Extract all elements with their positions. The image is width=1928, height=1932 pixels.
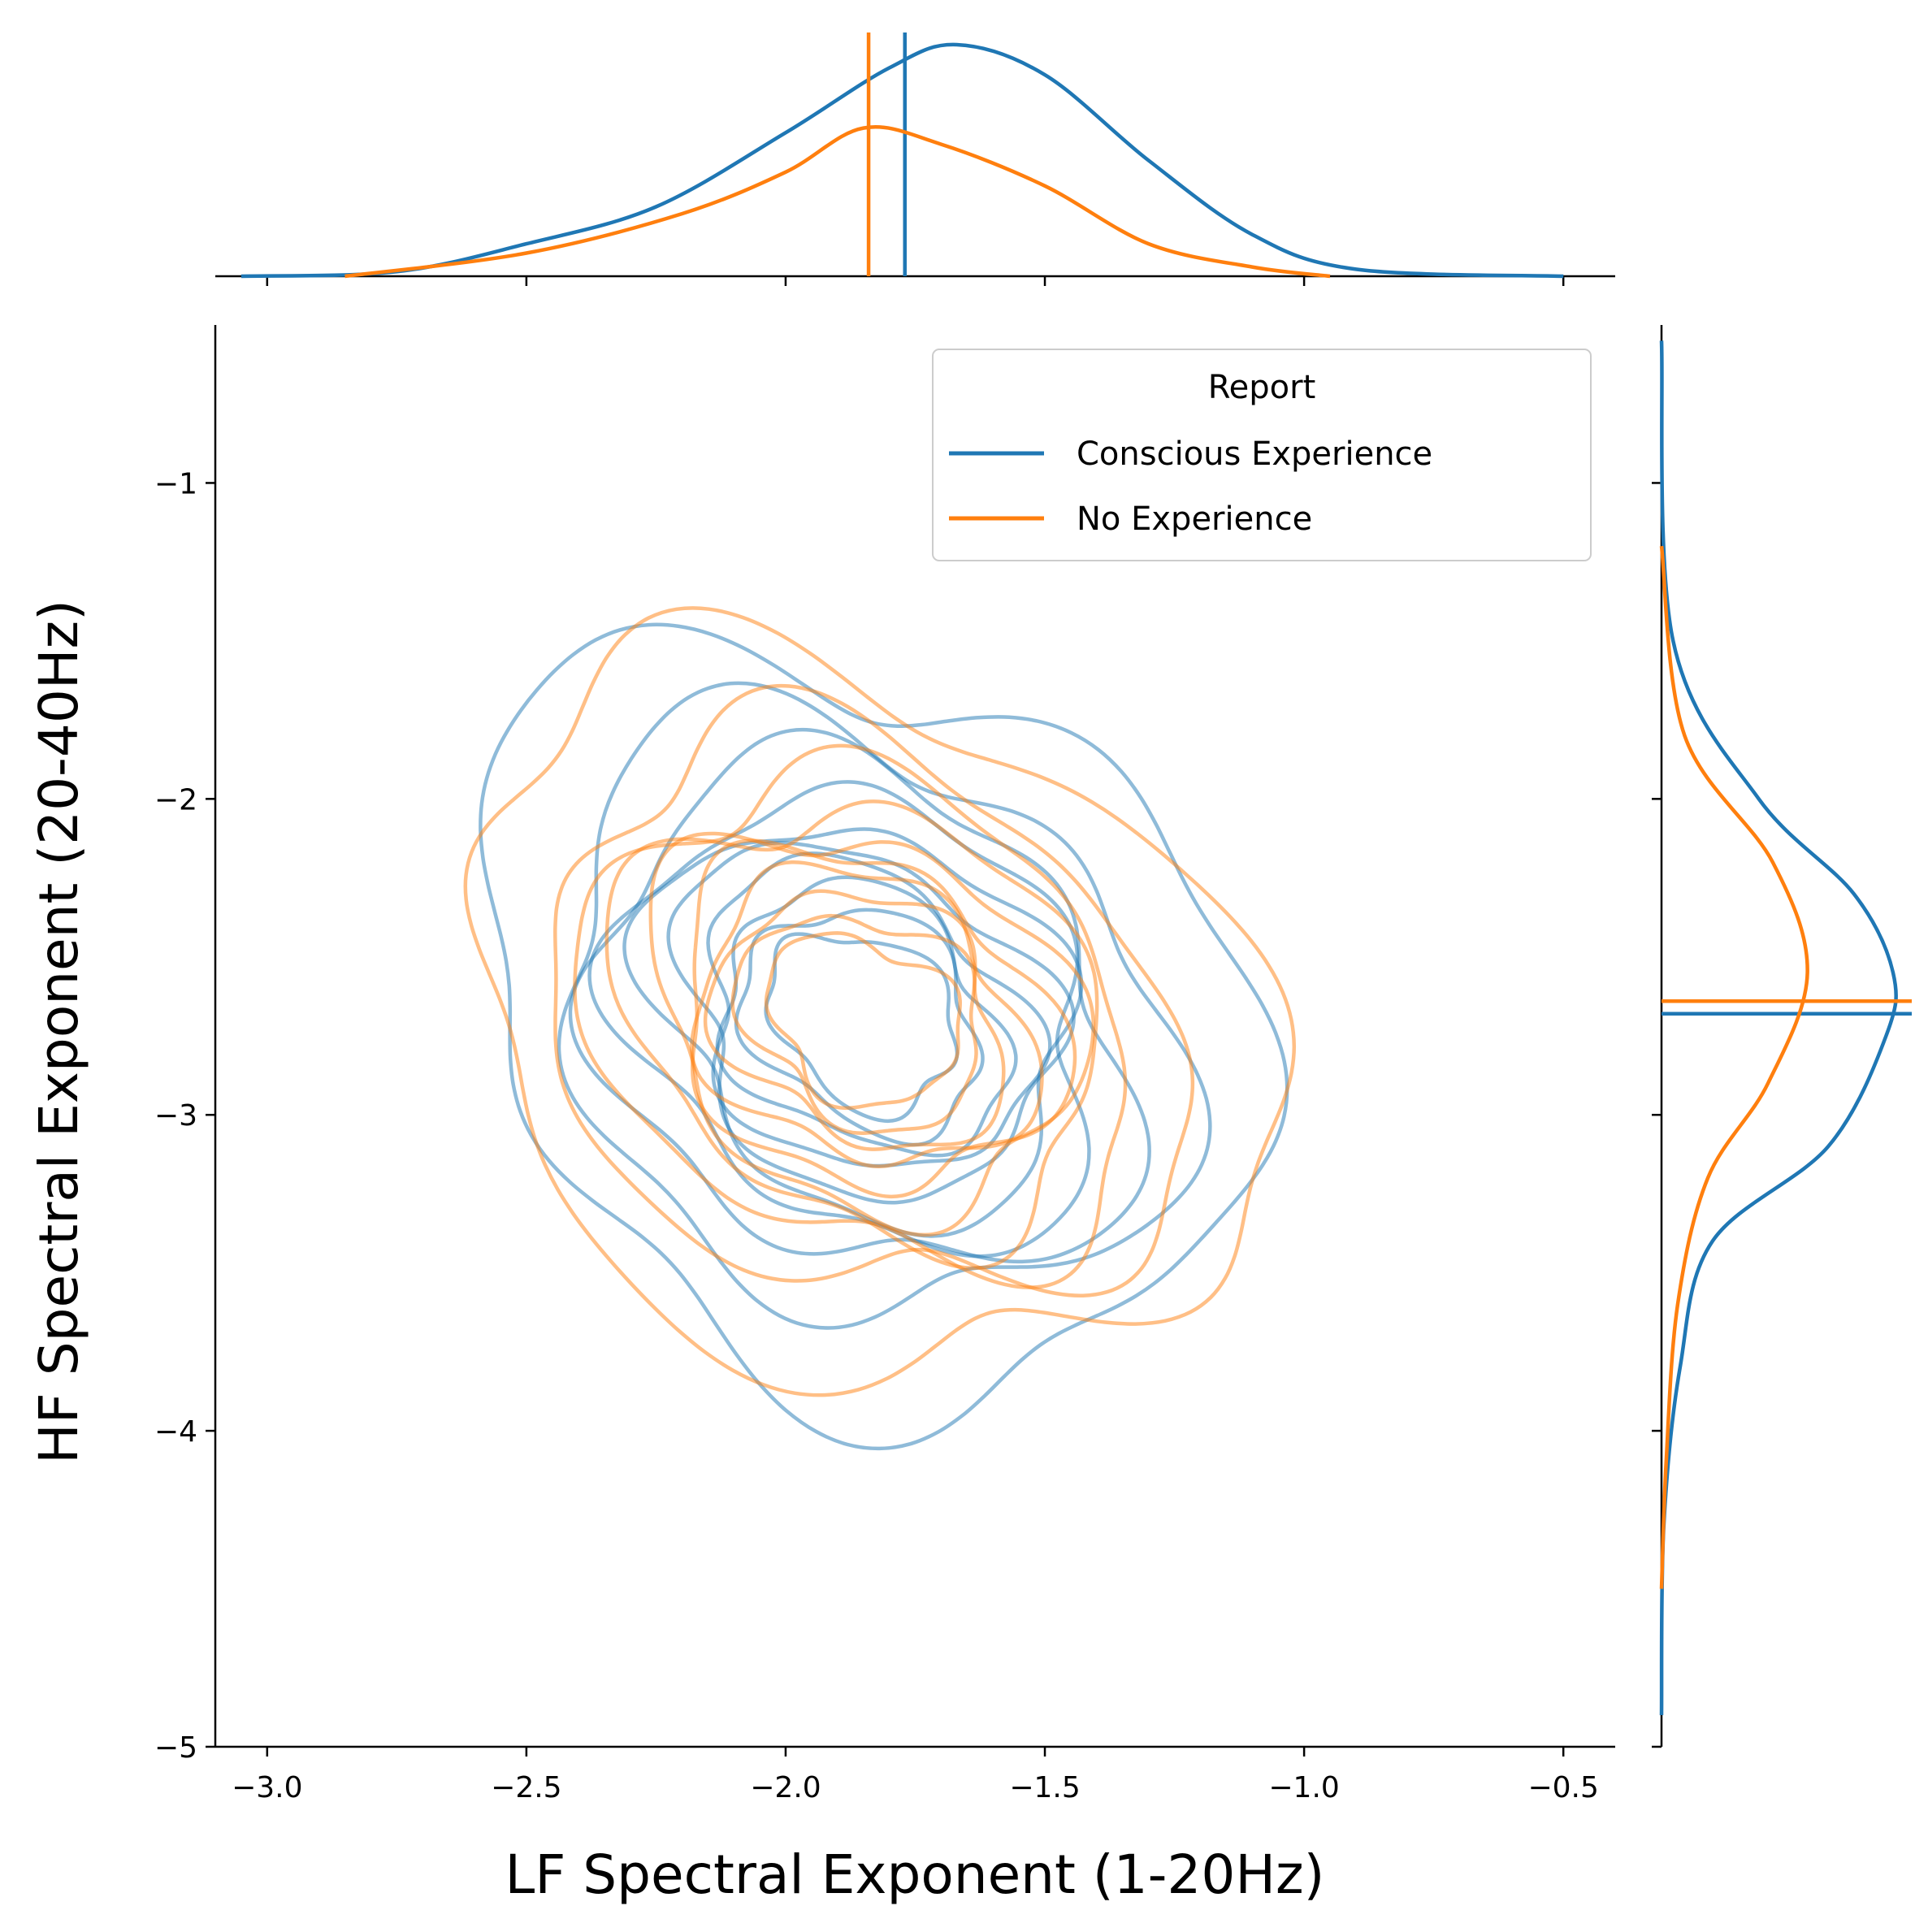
x-tick-label: −0.5 <box>1527 1771 1598 1804</box>
y-tick-label: −2 <box>154 783 197 817</box>
contour-no-experience <box>463 606 1297 1397</box>
y-tick-label: −3 <box>154 1099 197 1133</box>
contour-no-experience <box>764 931 962 1111</box>
contour-no-experience <box>553 683 1195 1297</box>
y-tick-label: −4 <box>154 1415 197 1449</box>
right-marginal-panel <box>1652 325 1912 1748</box>
top-marginal-panel <box>215 32 1615 286</box>
legend: Report Conscious Experience No Experienc… <box>932 349 1592 561</box>
right-kde-conscious-experience <box>1659 340 1898 1716</box>
legend-label-conscious-experience: Conscious Experience <box>1077 435 1432 473</box>
legend-frame <box>932 349 1592 561</box>
legend-label-no-experience: No Experience <box>1077 500 1312 538</box>
legend-title: Report <box>1208 369 1316 406</box>
contour-no-experience <box>604 799 1099 1271</box>
x-tick-label: −3.0 <box>232 1771 302 1804</box>
y-tick-label: −5 <box>154 1731 197 1765</box>
contour-conscious-experience <box>764 932 960 1124</box>
joint-panel: −3.0 −2.5 −2.0 −1.5 −1.0 −0.5 −1 −2 −3 −4 −5 <box>154 325 1615 1804</box>
x-tick-label: −1.0 <box>1268 1771 1339 1804</box>
x-axis-label: LF Spectral Exponent (1-20Hz) <box>505 1843 1325 1906</box>
contour-no-experience <box>690 838 1077 1199</box>
contour-conscious-experience <box>479 622 1289 1451</box>
x-tick-label: −1.5 <box>1009 1771 1080 1804</box>
top-kde-conscious-experience <box>240 42 1564 279</box>
contour-conscious-experience <box>568 727 1151 1264</box>
joint-axes: −3.0 −2.5 −2.0 −1.5 −1.0 −0.5 −1 −2 −3 −4 −5 <box>154 325 1615 1804</box>
contour-no-experience <box>573 743 1128 1289</box>
contour-conscious-experience <box>715 875 1018 1158</box>
y-axis-label: HF Spectral Exponent (20-40Hz) <box>28 600 90 1464</box>
contour-conscious-experience <box>587 780 1091 1258</box>
x-tick-label: −2.0 <box>750 1771 821 1804</box>
contour-no-experience <box>730 913 978 1135</box>
top-kde-no-experience <box>344 125 1331 279</box>
contour-no-experience <box>648 831 1096 1237</box>
y-tick-label: −1 <box>154 467 197 500</box>
contour-conscious-experience <box>622 827 1084 1238</box>
x-tick-label: −2.5 <box>491 1771 561 1804</box>
contour-no-experience <box>703 889 1006 1151</box>
kde-contours <box>463 606 1297 1451</box>
right-kde-no-experience <box>1659 545 1809 1589</box>
